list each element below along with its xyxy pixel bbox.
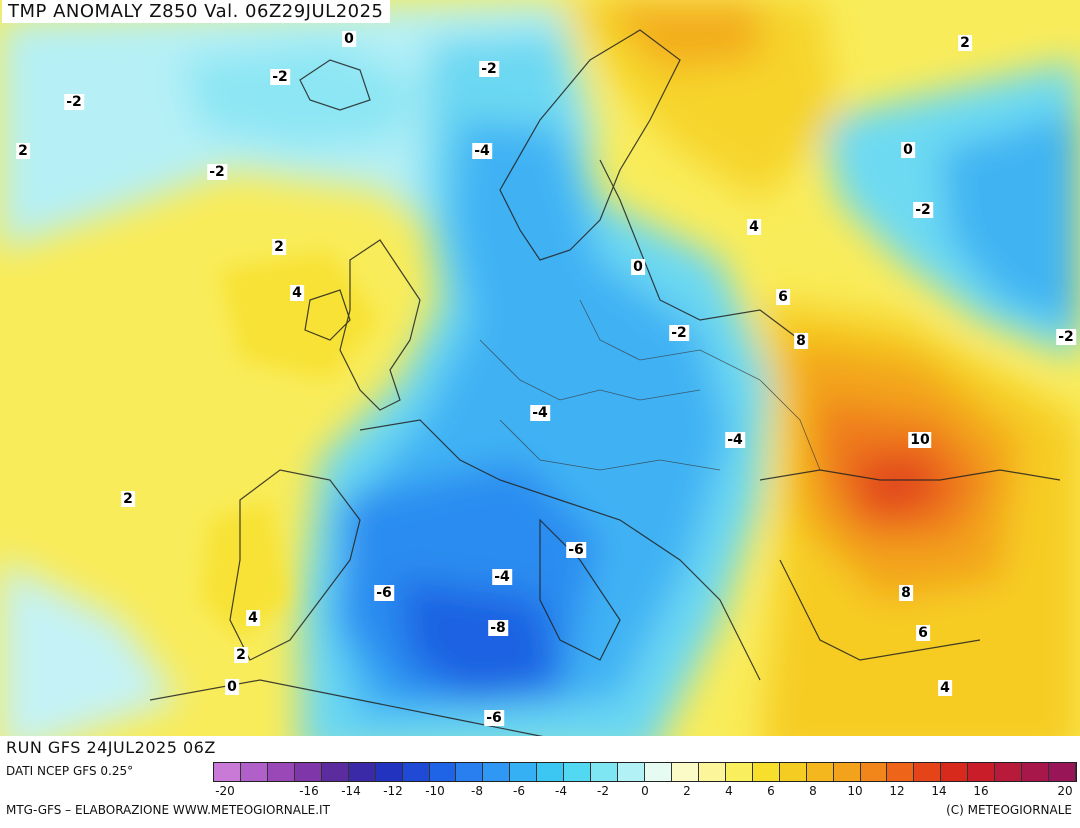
contour-label: -2 [64,94,84,110]
contour-label: 2 [272,239,286,255]
color-scale-swatch [698,763,726,781]
coastlines [149,29,1061,741]
credit-text: MTG-GFS – ELABORAZIONE WWW.METEOGIORNALE… [6,803,330,817]
contour-label: 0 [901,142,915,158]
map-title: TMP ANOMALY Z850 Val. 06Z29JUL2025 [2,0,390,23]
color-scale-swatch [1049,763,1076,781]
contour-label: -6 [566,542,586,558]
color-scale-swatch [456,763,484,781]
contour-label: 8 [794,333,808,349]
color-scale-tick-label: -14 [341,784,361,798]
color-scale-swatch [887,763,915,781]
contour-label: -2 [479,61,499,77]
color-scale-swatch [214,763,241,781]
contour-label: 10 [908,432,932,448]
contour-label: -6 [484,710,504,726]
contour-label: -4 [725,432,745,448]
contour-label: -2 [913,202,933,218]
color-scale-swatch [860,763,888,781]
color-scale-swatch [645,763,672,781]
color-scale-swatch [618,763,645,781]
color-scale-swatch [537,763,565,781]
country-borders [479,299,821,471]
copyright-text: (C) METEOGIORNALE [946,803,1072,817]
contour-label: 0 [631,259,645,275]
contour-label: -2 [1056,329,1076,345]
color-scale-swatch [671,763,699,781]
color-scale-ticks: -20 -16 -14 -12 -10 -8 -6 -4 -2 0 2 4 6 8 10 12 14 16 20 [213,784,1077,800]
color-scale-tick-label: 16 [973,784,989,798]
color-scale-swatch [429,763,457,781]
color-scale-swatch [1022,763,1050,781]
color-scale-tick-label: 4 [725,784,733,798]
contour-label: 0 [342,31,356,47]
contour-label: 0 [225,679,239,695]
color-scale-swatch [968,763,996,781]
color-scale-tick-label: 2 [683,784,691,798]
contour-label: -4 [472,143,492,159]
color-scale-tick-label: 0 [641,784,649,798]
color-scale-swatch [779,763,807,781]
contour-label: 6 [916,625,930,641]
color-scale-swatch [375,763,403,781]
contour-label: 2 [121,491,135,507]
color-scale-swatch [483,763,511,781]
color-scale-swatch [806,763,834,781]
contour-label: 6 [776,289,790,305]
color-scale-swatch [294,763,322,781]
color-scale-swatch [833,763,861,781]
contour-label: 4 [246,610,260,626]
contour-label: 4 [747,219,761,235]
color-scale-tick-label: -4 [555,784,567,798]
run-info: RUN GFS 24JUL2025 06Z [6,738,216,757]
color-scale-swatch [510,763,538,781]
color-scale-tick-label: -8 [471,784,483,798]
color-scale-tick-label: 6 [767,784,775,798]
color-scale-swatch [402,763,430,781]
color-scale-swatch [321,763,349,781]
color-scale-swatch [240,763,268,781]
color-scale-tick-label: 12 [889,784,905,798]
color-scale-tick-label: 14 [931,784,947,798]
contour-label: 4 [290,285,304,301]
contour-label: 8 [899,585,913,601]
color-scale-tick-label: 20 [1057,784,1073,798]
anomaly-field [0,0,1080,760]
color-scale-swatch [941,763,969,781]
color-scale-swatch [725,763,753,781]
contour-label: -2 [207,164,227,180]
color-scale-swatch [752,763,780,781]
color-scale-bar [213,762,1077,782]
color-scale-tick-label: -6 [513,784,525,798]
contour-label: -4 [530,405,550,421]
footer [0,736,1080,828]
color-scale-swatch [995,763,1023,781]
contour-label: 2 [234,647,248,663]
contour-label: -8 [488,620,508,636]
contour-label: 4 [938,680,952,696]
color-scale-tick-label: 8 [809,784,817,798]
color-scale-swatch [348,763,376,781]
color-scale-tick-label: -20 [215,784,235,798]
color-scale-tick-label: -12 [383,784,403,798]
color-scale-swatch [591,763,619,781]
color-scale-tick-label: -10 [425,784,445,798]
color-scale-tick-label: -16 [299,784,319,798]
data-source: DATI NCEP GFS 0.25° [6,764,134,778]
contour-label: -6 [374,585,394,601]
contour-label: -2 [270,69,290,85]
color-scale-tick-label: -2 [597,784,609,798]
contour-label: 2 [16,143,30,159]
color-scale-tick-label: 10 [847,784,863,798]
color-scale-swatch [914,763,942,781]
contour-label: -4 [492,569,512,585]
color-scale-swatch [267,763,295,781]
contour-label: 2 [958,35,972,51]
contour-label: -2 [669,325,689,341]
color-scale-swatch [564,763,592,781]
